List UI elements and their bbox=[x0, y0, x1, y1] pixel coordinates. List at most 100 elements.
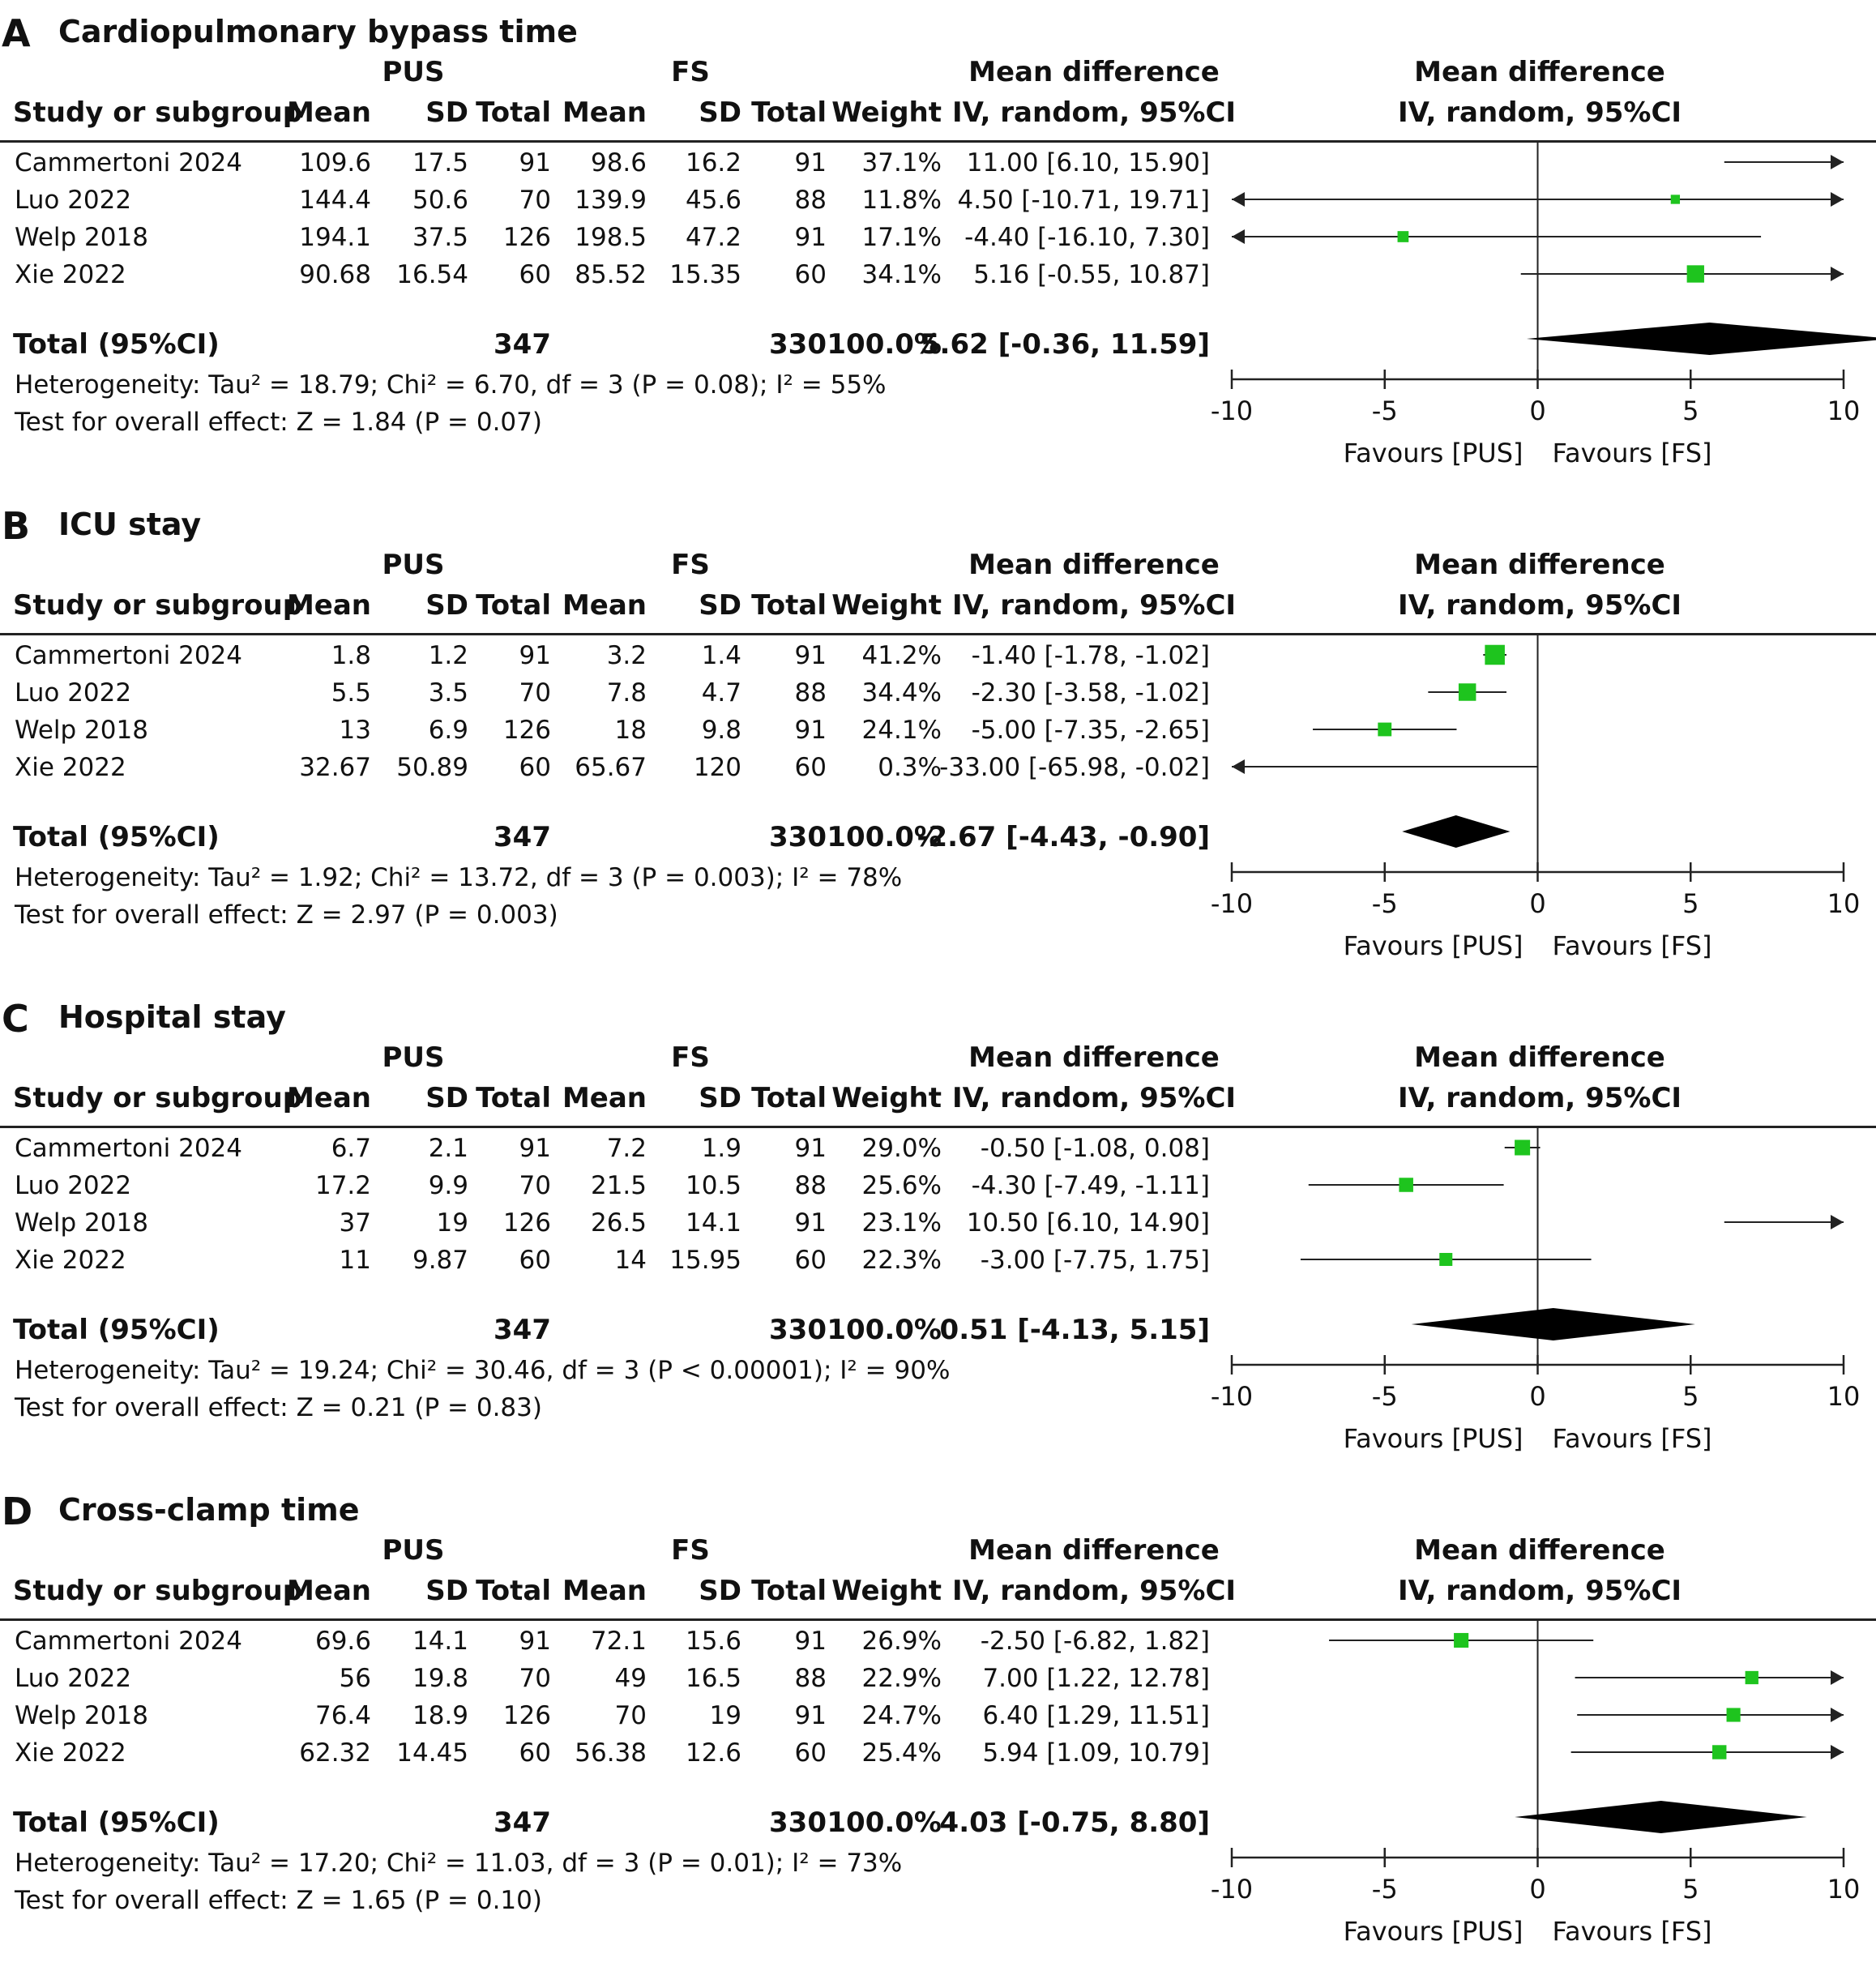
favours-left-label: Favours [PUS] bbox=[1344, 1423, 1523, 1454]
cell-mean-fs: 56.38 bbox=[575, 1738, 647, 1768]
cell-total-pus: 60 bbox=[519, 1246, 551, 1275]
cell-weight: 0.3% bbox=[878, 753, 942, 782]
cell-total-fs: 91 bbox=[794, 1208, 827, 1238]
col-header-sd-pus: SD bbox=[425, 1082, 468, 1114]
cell-mean-pus: 6.7 bbox=[331, 1134, 371, 1163]
col-header-mean-fs: Mean bbox=[562, 589, 647, 622]
col-header-mean-fs: Mean bbox=[562, 96, 647, 129]
col-header-total-fs: Total bbox=[751, 1082, 827, 1114]
cell-mean-fs: 7.8 bbox=[606, 678, 647, 708]
cell-mean-fs: 139.9 bbox=[575, 186, 647, 215]
cell-total-fs: 91 bbox=[794, 716, 827, 745]
col-header-sd-pus: SD bbox=[425, 589, 468, 622]
cell-total-pus: 126 bbox=[502, 716, 551, 745]
study-name: Cammertoni 2024 bbox=[15, 641, 242, 670]
cell-sd-fs: 15.6 bbox=[685, 1627, 741, 1656]
study-name: Xie 2022 bbox=[15, 1738, 126, 1768]
x-tick-label: 0 bbox=[1529, 1874, 1545, 1905]
panel-d: D Cross-clamp time PUS FS Mean difference Mea… bbox=[0, 1478, 1876, 1971]
study-marker bbox=[1686, 265, 1704, 283]
cell-sd-fs: 15.95 bbox=[669, 1246, 741, 1275]
study-name: Welp 2018 bbox=[15, 1208, 148, 1238]
cell-total-pus: 91 bbox=[519, 1627, 551, 1656]
study-marker bbox=[1378, 722, 1392, 737]
cell-total-pus: 60 bbox=[519, 260, 551, 289]
cell-sd-fs: 45.6 bbox=[685, 186, 741, 215]
col-header-total-fs: Total bbox=[751, 96, 827, 129]
cell-sd-pus: 2.1 bbox=[428, 1134, 468, 1163]
cell-mean-pus: 76.4 bbox=[314, 1701, 371, 1730]
study-name: Luo 2022 bbox=[15, 186, 132, 215]
cell-md-ci: 4.50 [-10.71, 19.71] bbox=[957, 186, 1210, 215]
cell-sd-fs: 120 bbox=[693, 753, 741, 782]
col-header-sd-fs: SD bbox=[699, 1082, 741, 1114]
cell-md-ci: -33.00 [-65.98, -0.02] bbox=[939, 753, 1210, 782]
total-weight: 100.0% bbox=[827, 821, 942, 853]
plot-header-top: Mean difference bbox=[1414, 1041, 1665, 1074]
cell-total-pus: 126 bbox=[502, 1208, 551, 1238]
study-marker bbox=[1745, 1670, 1758, 1685]
col-header-total-pus: Total bbox=[476, 1082, 551, 1114]
cell-weight: 25.4% bbox=[861, 1738, 942, 1768]
total-n-pus: 347 bbox=[494, 1314, 551, 1346]
cell-weight: 34.4% bbox=[861, 678, 942, 708]
panel-letter: D bbox=[2, 1490, 33, 1533]
study-name: Cammertoni 2024 bbox=[15, 148, 242, 177]
cell-sd-fs: 9.8 bbox=[701, 716, 741, 745]
x-tick-label: 0 bbox=[1529, 888, 1545, 919]
cell-mean-pus: 109.6 bbox=[299, 148, 371, 177]
cell-sd-pus: 3.5 bbox=[428, 678, 468, 708]
total-n-pus: 347 bbox=[494, 821, 551, 853]
md-header-top: Mean difference bbox=[968, 56, 1220, 88]
cell-sd-pus: 9.9 bbox=[428, 1171, 468, 1200]
col-header-study: Study or subgroup bbox=[13, 1575, 303, 1607]
cell-weight: 17.1% bbox=[861, 223, 942, 252]
cell-sd-fs: 47.2 bbox=[685, 223, 741, 252]
group-header-pus: PUS bbox=[382, 1534, 445, 1567]
col-header-study: Study or subgroup bbox=[13, 96, 303, 129]
cell-sd-pus: 19.8 bbox=[412, 1664, 468, 1693]
cell-mean-pus: 5.5 bbox=[331, 678, 371, 708]
cell-total-fs: 88 bbox=[794, 1664, 827, 1693]
cell-md-ci: -4.40 [-16.10, 7.30] bbox=[964, 223, 1210, 252]
study-name: Xie 2022 bbox=[15, 1246, 126, 1275]
cell-mean-pus: 56 bbox=[339, 1664, 371, 1693]
cell-total-pus: 70 bbox=[519, 678, 551, 708]
cell-mean-pus: 13 bbox=[339, 716, 371, 745]
cell-mean-pus: 62.32 bbox=[299, 1738, 371, 1768]
overall-effect: Test for overall effect: Z = 1.65 (P = 0… bbox=[15, 1886, 542, 1915]
md-header-top: Mean difference bbox=[968, 549, 1220, 581]
study-name: Cammertoni 2024 bbox=[15, 1627, 242, 1656]
cell-sd-fs: 4.7 bbox=[701, 678, 741, 708]
cell-weight: 25.6% bbox=[861, 1171, 942, 1200]
ci-arrow-right bbox=[1831, 155, 1844, 169]
cell-mean-pus: 32.67 bbox=[299, 753, 371, 782]
cell-total-pus: 126 bbox=[502, 223, 551, 252]
cell-mean-pus: 37 bbox=[339, 1208, 371, 1238]
forest-plot: -10 -5 0 5 10 Favours [PUS] Favours [FS] bbox=[1211, 1621, 1860, 1947]
col-header-sd-pus: SD bbox=[425, 96, 468, 129]
ci-arrow-right bbox=[1831, 1215, 1844, 1229]
cell-mean-fs: 65.67 bbox=[575, 753, 647, 782]
x-tick-label: 10 bbox=[1827, 1381, 1861, 1412]
plot-header-md: IV, random, 95%CI bbox=[1397, 589, 1682, 622]
panel-letter: B bbox=[2, 504, 31, 548]
cell-total-fs: 60 bbox=[794, 1246, 827, 1275]
plot-header-top: Mean difference bbox=[1414, 56, 1665, 88]
cell-weight: 22.9% bbox=[861, 1664, 942, 1693]
cell-md-ci: 11.00 [6.10, 15.90] bbox=[966, 148, 1210, 177]
cell-md-ci: 10.50 [6.10, 14.90] bbox=[966, 1208, 1210, 1238]
x-tick-label: -10 bbox=[1211, 395, 1253, 426]
total-md-ci: 0.51 [-4.13, 5.15] bbox=[939, 1314, 1210, 1346]
cell-mean-fs: 26.5 bbox=[590, 1208, 647, 1238]
study-name: Luo 2022 bbox=[15, 1171, 132, 1200]
favours-left-label: Favours [PUS] bbox=[1344, 438, 1523, 468]
study-name: Luo 2022 bbox=[15, 1664, 132, 1693]
total-label: Total (95%CI) bbox=[13, 328, 220, 361]
x-tick-label: -5 bbox=[1372, 1381, 1398, 1412]
cell-total-fs: 91 bbox=[794, 148, 827, 177]
cell-total-pus: 60 bbox=[519, 753, 551, 782]
header-rule bbox=[0, 140, 1225, 143]
pooled-diamond bbox=[1515, 1801, 1807, 1833]
cell-mean-fs: 70 bbox=[614, 1701, 647, 1730]
